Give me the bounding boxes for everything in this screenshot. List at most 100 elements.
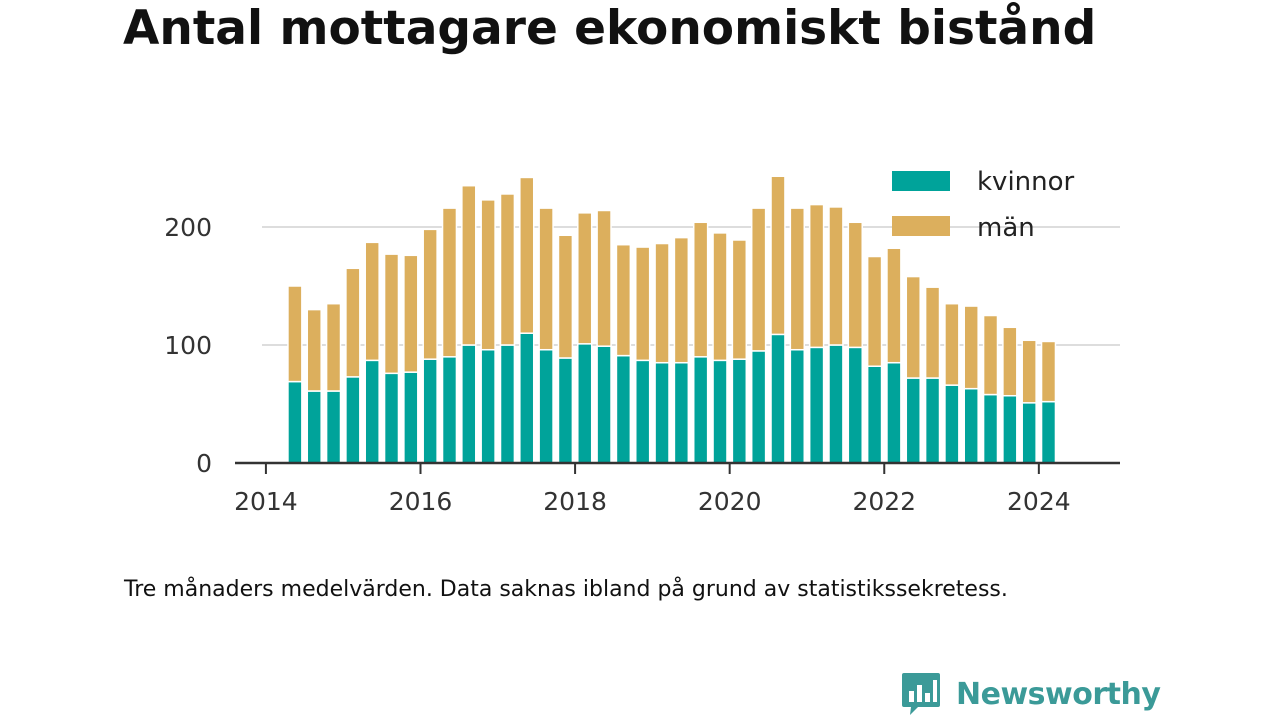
bar-kvinnor-13	[538, 348, 554, 464]
bar-man-28	[828, 206, 844, 346]
y-tick-label-0: 0	[196, 449, 212, 478]
bar-kvinnor-0	[287, 380, 303, 464]
bar-kvinnor-37	[1002, 394, 1018, 464]
bar-man-23	[731, 239, 748, 360]
bar-man-33	[924, 286, 941, 379]
x-tick-label-2024: 2024	[1007, 487, 1071, 516]
bar-kvinnor-20	[673, 361, 690, 464]
bar-kvinnor-23	[731, 358, 748, 464]
bar-man-1	[306, 308, 322, 392]
bar-man-35	[963, 305, 979, 390]
legend-swatch-man	[892, 216, 950, 236]
bar-kvinnor-19	[654, 361, 670, 464]
bar-man-17	[615, 243, 632, 357]
bar-man-15	[577, 212, 593, 345]
bar-kvinnor-27	[808, 346, 825, 464]
bar-kvinnor-7	[422, 358, 438, 464]
bar-kvinnor-15	[577, 343, 593, 464]
bar-kvinnor-39	[1040, 400, 1057, 464]
bar-man-14	[557, 234, 574, 359]
bar-man-39	[1040, 340, 1057, 403]
bar-man-21	[692, 221, 709, 358]
bar-kvinnor-3	[345, 376, 361, 464]
bar-man-29	[847, 221, 863, 349]
bar-kvinnor-10	[480, 348, 496, 464]
bar-man-32	[905, 275, 921, 379]
bar-man-13	[538, 207, 554, 351]
bar-kvinnor-5	[383, 372, 400, 464]
bar-man-25	[770, 175, 786, 336]
bar-man-10	[480, 199, 496, 351]
bar-kvinnor-22	[712, 359, 728, 464]
stacked-bar-chart: 0 100 200 2014 2016 2018 2020 2022 2024 kvinnor …	[164, 167, 1120, 516]
bar-man-9	[461, 184, 477, 346]
bars	[287, 175, 1057, 464]
legend-swatch-kvinnor	[892, 171, 950, 191]
bar-man-24	[750, 207, 767, 352]
bar-man-31	[886, 247, 902, 364]
bar-man-27	[808, 203, 825, 349]
bar-kvinnor-11	[499, 344, 516, 464]
bar-man-11	[499, 193, 516, 346]
bar-kvinnor-8	[441, 356, 458, 464]
legend-label-man: män	[977, 213, 1035, 243]
bar-man-6	[403, 254, 419, 373]
bar-kvinnor-35	[963, 387, 979, 464]
chart-caption: Tre månaders medelvärden. Data saknas ib…	[124, 577, 1008, 602]
bar-kvinnor-1	[306, 390, 322, 464]
bar-man-19	[654, 242, 670, 364]
bar-man-5	[383, 253, 400, 375]
x-tick-label-2022: 2022	[852, 487, 916, 516]
bar-kvinnor-34	[944, 384, 960, 464]
bar-kvinnor-17	[615, 354, 632, 464]
bar-kvinnor-2	[325, 390, 342, 464]
bar-man-20	[673, 236, 690, 364]
brand-name: Newsworthy	[956, 676, 1161, 712]
bar-man-7	[422, 228, 438, 360]
bar-kvinnor-9	[461, 344, 477, 464]
legend: kvinnor män	[892, 167, 1075, 243]
chart-title: Antal mottagare ekonomiskt bistånd	[123, 1, 1097, 56]
y-tick-label-200: 200	[164, 213, 212, 242]
bar-kvinnor-31	[886, 361, 902, 464]
y-tick-label-100: 100	[164, 331, 212, 360]
bar-kvinnor-14	[557, 357, 574, 464]
axes: 0 100 200 2014 2016 2018 2020 2022 2024	[164, 213, 1120, 516]
bar-man-4	[364, 241, 380, 362]
bar-man-22	[712, 232, 728, 362]
bar-man-36	[982, 314, 999, 396]
bar-kvinnor-6	[403, 371, 419, 464]
x-tick-label-2016: 2016	[389, 487, 453, 516]
bar-man-2	[325, 302, 342, 392]
bar-kvinnor-38	[1021, 402, 1037, 464]
bar-kvinnor-24	[750, 350, 767, 464]
bar-kvinnor-26	[789, 348, 806, 464]
bar-man-12	[519, 176, 535, 334]
bar-man-3	[345, 267, 361, 378]
bar-kvinnor-28	[828, 344, 844, 464]
bar-man-34	[944, 302, 960, 386]
bar-kvinnor-32	[905, 377, 921, 464]
bar-kvinnor-25	[770, 333, 786, 464]
bar-kvinnor-33	[924, 377, 941, 464]
bar-kvinnor-12	[519, 332, 535, 464]
bar-kvinnor-4	[364, 359, 380, 464]
chart-bubble-icon	[902, 673, 940, 715]
bar-kvinnor-29	[847, 346, 863, 464]
bar-kvinnor-21	[692, 356, 709, 464]
bar-man-16	[596, 209, 612, 347]
x-tick-label-2020: 2020	[698, 487, 762, 516]
bar-man-37	[1002, 326, 1018, 397]
bar-kvinnor-36	[982, 393, 999, 464]
bar-man-18	[635, 246, 651, 362]
bar-kvinnor-16	[596, 345, 612, 464]
brand-logo: Newsworthy	[900, 668, 1161, 720]
x-tick-label-2014: 2014	[234, 487, 298, 516]
bar-man-38	[1021, 339, 1037, 404]
bar-man-8	[441, 207, 458, 358]
bar-man-0	[287, 285, 303, 383]
x-tick-label-2018: 2018	[543, 487, 607, 516]
legend-label-kvinnor: kvinnor	[977, 167, 1075, 197]
bar-man-30	[866, 255, 883, 367]
bar-kvinnor-30	[866, 365, 883, 464]
